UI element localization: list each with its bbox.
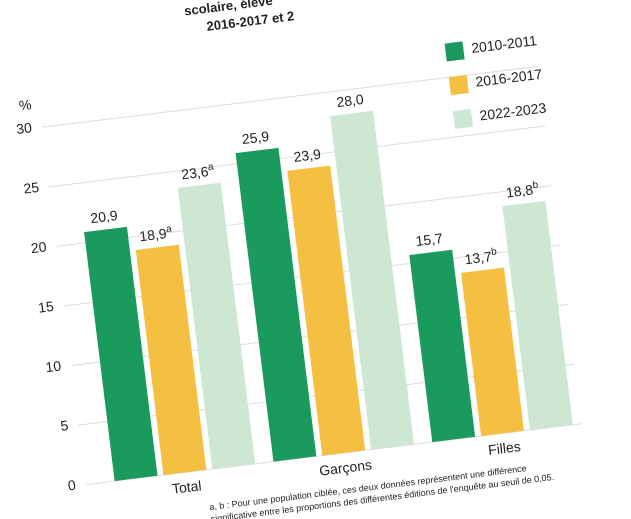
value-label-text: 20,9 [89, 207, 118, 226]
y-tick-label: 0 [67, 477, 77, 494]
value-label-text: 18,8 [505, 181, 534, 200]
value-note: b [532, 179, 539, 191]
x-tick-label: Filles [487, 438, 521, 458]
legend-label: 2022-2023 [479, 99, 548, 123]
legend-swatch [449, 75, 469, 95]
value-label-text: 23,9 [293, 145, 322, 164]
value-note: a [207, 161, 214, 173]
value-label-text: 23,6 [180, 163, 209, 182]
value-label: 18,9a [138, 223, 173, 244]
value-label-text: 18,9 [138, 225, 167, 244]
legend-swatch [445, 41, 465, 61]
value-label: 23,9 [293, 145, 322, 164]
value-label: 25,9 [241, 128, 270, 147]
legend-swatch [453, 109, 473, 129]
y-tick-label: 25 [23, 179, 41, 197]
value-note: a [165, 223, 172, 235]
legend-label: 2016-2017 [475, 66, 544, 90]
y-tick-label: 5 [60, 417, 70, 434]
y-tick-label: 15 [37, 298, 55, 316]
chart-body: scolaire, élève 2016-2017 et 2 % 0510152… [4, 0, 592, 519]
chart: scolaire, élève 2016-2017 et 2 % 0510152… [0, 0, 631, 519]
value-label-text: 25,9 [241, 128, 270, 147]
value-label: 18,8b [505, 179, 540, 200]
value-label: 20,9 [89, 207, 118, 226]
value-label-text: 15,7 [415, 230, 444, 249]
value-label-text: 28,0 [335, 91, 364, 110]
legend-label: 2010-2011 [470, 32, 538, 56]
value-label-text: 13,7 [464, 248, 493, 267]
y-tick-label: 10 [45, 357, 63, 375]
value-label: 13,7b [463, 246, 498, 267]
y-tick-label: 20 [30, 238, 48, 256]
y-tick-label: 30 [15, 119, 33, 137]
value-label: 23,6a [180, 161, 215, 182]
value-label: 28,0 [335, 91, 364, 110]
y-axis-label: % [18, 96, 32, 113]
value-label: 15,7 [415, 230, 444, 249]
x-tick-label: Total [171, 477, 202, 496]
value-note: b [491, 246, 498, 258]
x-tick-label: Garçons [318, 456, 372, 478]
